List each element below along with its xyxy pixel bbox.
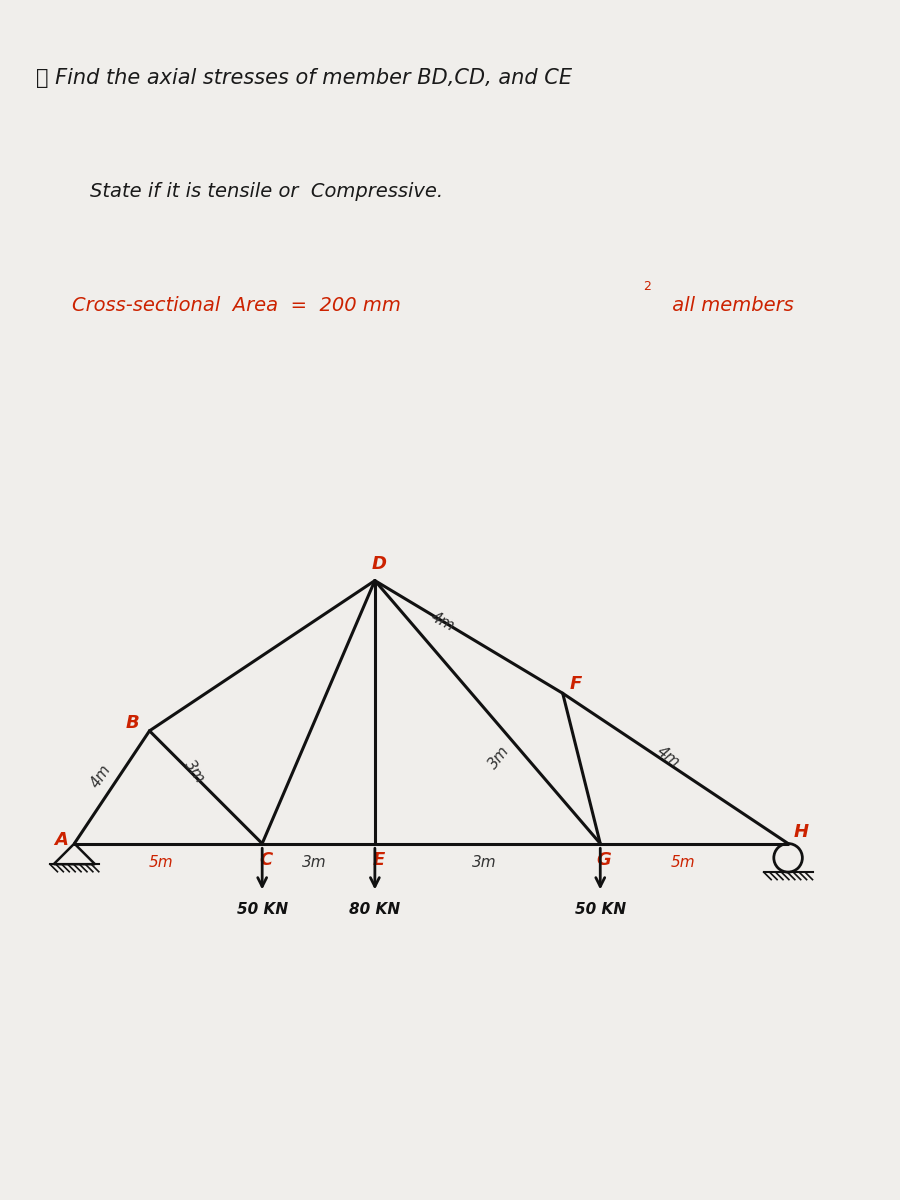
Text: G: G <box>597 852 611 870</box>
Text: 80 KN: 80 KN <box>349 901 400 917</box>
Text: 4m: 4m <box>87 762 113 791</box>
Text: B: B <box>126 714 140 732</box>
Text: 5m: 5m <box>148 854 173 870</box>
Text: H: H <box>794 823 809 841</box>
Text: 4m: 4m <box>428 610 457 635</box>
Text: D: D <box>371 554 386 572</box>
Text: 3m: 3m <box>472 854 496 870</box>
Text: A: A <box>54 830 68 848</box>
Text: 50 KN: 50 KN <box>237 901 288 917</box>
Text: 2: 2 <box>644 281 652 294</box>
Text: 5m: 5m <box>670 854 695 870</box>
Text: F: F <box>570 674 582 692</box>
Text: 3m: 3m <box>485 743 512 772</box>
Text: Cross-sectional  Area  =  200 mm: Cross-sectional Area = 200 mm <box>72 296 400 316</box>
Text: C: C <box>259 852 273 870</box>
Text: 3m: 3m <box>182 757 208 786</box>
Text: 50 KN: 50 KN <box>575 901 626 917</box>
Text: ⓘ Find the axial stresses of member BD,CD, and CE: ⓘ Find the axial stresses of member BD,C… <box>36 68 572 89</box>
Text: 4m: 4m <box>653 744 682 770</box>
Text: all members: all members <box>666 296 794 316</box>
Text: State if it is tensile or  Compressive.: State if it is tensile or Compressive. <box>90 182 443 202</box>
Text: 3m: 3m <box>302 854 327 870</box>
Text: E: E <box>373 852 385 870</box>
